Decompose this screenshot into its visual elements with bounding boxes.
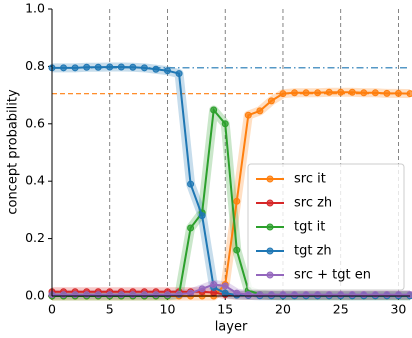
point [360,291,368,299]
legend-marker [266,175,274,183]
point [325,88,333,96]
point [117,291,125,299]
legend-label: src it [294,172,326,187]
point [129,291,137,299]
legend-frame [247,163,405,291]
x-tick-label: 15 [217,302,233,317]
point [106,63,114,71]
point [129,63,137,71]
point [256,107,264,115]
point [348,291,356,299]
point [221,289,229,297]
point [152,65,160,73]
point [221,282,229,290]
point [383,89,391,97]
point [291,89,299,97]
x-tick-label: 10 [160,302,176,317]
point [406,90,412,98]
point [360,89,368,97]
x-axis-label: layer [215,320,248,335]
point [233,246,241,254]
point [71,64,79,72]
point [163,67,171,75]
point [394,291,402,299]
legend-label: src zh [294,196,332,211]
x-tick-label: 25 [333,302,349,317]
legend-marker [266,271,274,279]
point [302,291,310,299]
point [187,180,195,188]
point [383,291,391,299]
point [198,285,206,293]
legend-marker [266,199,274,207]
point [163,291,171,299]
point [256,291,264,299]
point [302,89,310,97]
point [314,291,322,299]
point [348,88,356,96]
point [279,90,287,98]
y-tick-label: 0.0 [25,288,45,303]
point [198,212,206,220]
point [244,291,252,299]
x-tick-label: 20 [275,302,291,317]
point [394,89,402,97]
point [210,106,218,114]
point [60,291,68,299]
point [371,89,379,97]
point [152,291,160,299]
x-tick-label: 5 [106,302,114,317]
point [267,97,275,105]
y-axis-label: concept probability [6,89,21,215]
point [60,64,68,72]
point [94,291,102,299]
point [210,281,218,289]
point [314,89,322,97]
y-tick-label: 0.6 [25,115,45,130]
point [83,291,91,299]
legend-label: tgt zh [294,244,332,259]
point [337,291,345,299]
point [325,291,333,299]
legend-marker [266,223,274,231]
point [371,291,379,299]
x-tick-label: 0 [48,302,56,317]
point [291,291,299,299]
point [83,63,91,71]
point [221,120,229,128]
point [175,70,183,78]
point [406,291,412,299]
y-tick-label: 0.8 [25,58,45,73]
point [233,289,241,297]
point [117,63,125,71]
point [337,88,345,96]
point [106,291,114,299]
point [71,291,79,299]
point [187,224,195,232]
legend-label: src + tgt en [294,268,371,283]
point [279,291,287,299]
y-tick-label: 0.4 [25,173,45,188]
point [140,64,148,72]
legend-marker [266,247,274,255]
point [267,291,275,299]
y-tick-label: 1.0 [25,1,45,16]
point [187,289,195,297]
x-tick-label: 30 [390,302,406,317]
legend-label: tgt it [294,220,325,235]
point [233,197,241,205]
point [94,63,102,71]
y-tick-label: 0.2 [25,230,45,245]
point [140,291,148,299]
point [244,111,252,119]
